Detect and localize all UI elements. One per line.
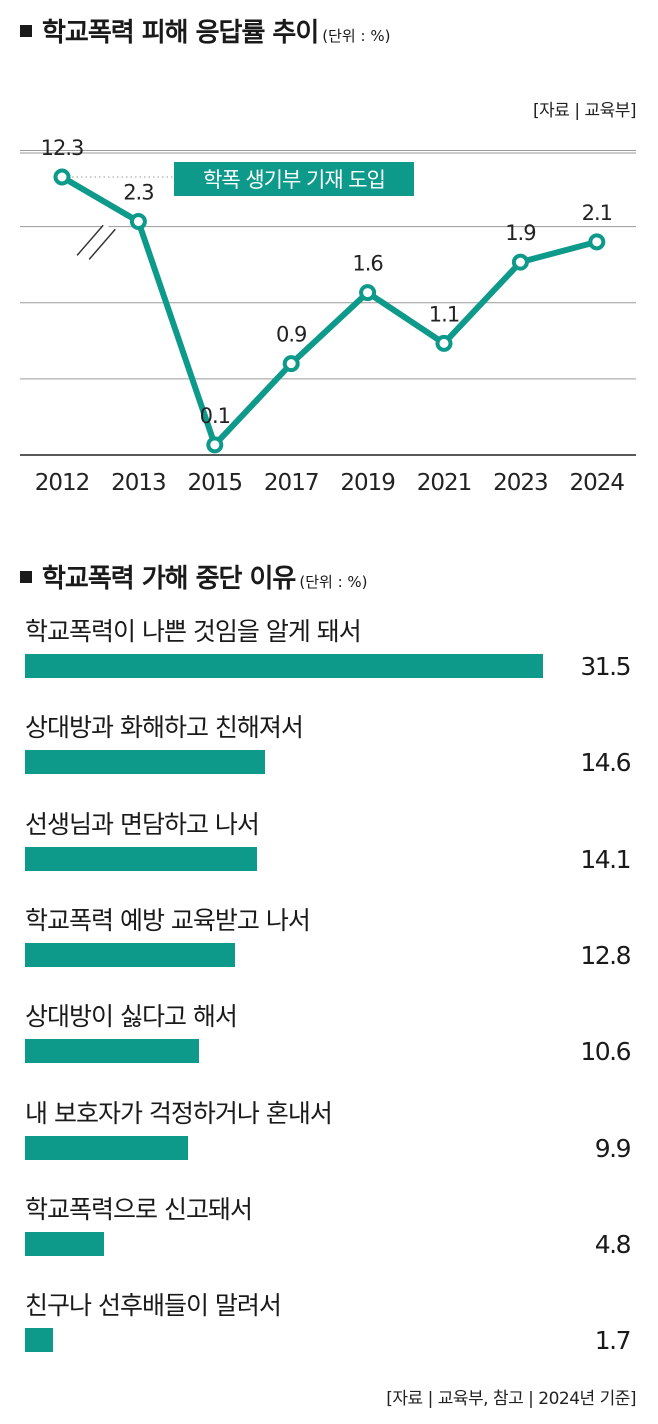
bar-label: 친구나 선후배들이 말려서 xyxy=(25,1291,282,1321)
annotation-box xyxy=(174,162,414,196)
bar-value-label: 14.6 xyxy=(580,748,631,778)
bar xyxy=(25,1135,188,1160)
bar xyxy=(25,846,257,871)
data-point xyxy=(282,355,300,373)
bar-value-label: 14.1 xyxy=(580,844,631,874)
data-value-label: 1.6 xyxy=(352,252,383,276)
bar xyxy=(25,942,236,967)
bar-value-label: 4.8 xyxy=(594,1229,632,1259)
bar xyxy=(25,750,266,775)
data-value-label: 2.1 xyxy=(582,201,612,225)
data-value-label: 12.3 xyxy=(41,136,84,160)
bar-label: 학교폭력이 나쁜 것임을 알게 돼서 xyxy=(25,617,362,646)
bar-chart-title-text: 학교폭력 가해 중단 이유 xyxy=(42,564,296,594)
bar-row: 학교폭력 예방 교육받고 나서 12.8 xyxy=(25,901,640,991)
axis-break-mark xyxy=(76,224,104,256)
data-point xyxy=(206,436,224,454)
data-point xyxy=(435,334,453,352)
line-chart-source: [자료 | 교육부] xyxy=(533,101,637,121)
series-line xyxy=(59,174,600,448)
line-chart-title: 학교폭력 피해 응답률 추이 (단위 : %) xyxy=(20,12,390,49)
bar-chart-title: 학교폭력 가해 중단 이유 (단위 : %) xyxy=(20,558,368,595)
bullet-square-icon xyxy=(20,570,32,583)
x-tick-label: 2015 xyxy=(188,470,243,496)
data-value-label: 0.1 xyxy=(200,404,230,428)
x-tick-label: 2017 xyxy=(264,470,319,496)
bar-value-label: 10.6 xyxy=(580,1037,631,1067)
bar xyxy=(25,1231,104,1256)
data-point xyxy=(359,284,377,302)
x-tick-label: 2013 xyxy=(111,470,166,496)
bar-label: 학교폭력으로 신고돼서 xyxy=(25,1194,253,1224)
x-tick-label: 2012 xyxy=(35,470,90,496)
bar-row: 친구나 선후배들이 말려서 1.7 xyxy=(25,1286,640,1376)
x-tick-label: 2024 xyxy=(570,470,625,496)
bar-value-label: 1.7 xyxy=(594,1326,632,1356)
line-chart-title-text: 학교폭력 피해 응답률 추이 xyxy=(42,18,319,48)
bar xyxy=(25,1039,200,1064)
bar-row: 내 보호자가 걱정하거나 혼내서 9.9 xyxy=(25,1094,640,1184)
bar-value-label: 31.5 xyxy=(580,652,631,681)
data-value-label: 2.3 xyxy=(123,181,153,205)
bar-value-label: 9.9 xyxy=(594,1133,632,1163)
bar-row: 상대방과 화해하고 친해져서 14.6 xyxy=(25,708,640,798)
data-point xyxy=(129,213,147,231)
bar-label: 내 보호자가 걱정하거나 혼내서 xyxy=(25,1098,333,1128)
data-value-label: 1.1 xyxy=(429,302,459,326)
x-tick-label: 2023 xyxy=(493,470,548,496)
line-chart: 12.3 2012 2.3 2013 0.1 2015 0.9 2017 1.6 2019 1.1 2… xyxy=(20,136,636,496)
annotation-text: 학폭 생기부 기재 도입 xyxy=(203,168,385,192)
bar-row: 선생님과 면담하고 나서 14.1 xyxy=(25,805,640,895)
bullet-square-icon xyxy=(20,24,32,37)
bar-row: 상대방이 싫다고 해서 10.6 xyxy=(25,997,640,1087)
data-point xyxy=(588,233,606,251)
bar-row: 학교폭력으로 신고돼서 4.8 xyxy=(25,1190,640,1280)
data-value-label: 1.9 xyxy=(505,221,535,245)
data-value-label: 0.9 xyxy=(276,323,306,347)
bar-value-label: 12.8 xyxy=(580,940,631,970)
x-tick-label: 2019 xyxy=(340,470,395,496)
bar-chart-source: [자료 | 교육부, 참고 | 2024년 기준] xyxy=(386,1389,636,1409)
bar-label: 상대방과 화해하고 친해져서 xyxy=(25,713,304,743)
bar xyxy=(25,1328,53,1353)
data-point xyxy=(53,168,71,186)
axis-break-gap xyxy=(79,223,114,262)
x-tick-label: 2021 xyxy=(417,470,472,496)
axis-break-mark xyxy=(88,228,116,260)
bar xyxy=(25,654,543,678)
bar-label: 선생님과 면담하고 나서 xyxy=(25,809,260,839)
bar-chart-unit: (단위 : %) xyxy=(299,573,368,591)
line-chart-unit: (단위 : %) xyxy=(322,27,391,45)
bar-row: 학교폭력이 나쁜 것임을 알게 돼서 31.5 xyxy=(25,612,640,702)
bar-label: 학교폭력 예방 교육받고 나서 xyxy=(25,905,311,935)
data-point xyxy=(511,253,529,271)
bar-label: 상대방이 싫다고 해서 xyxy=(25,1002,238,1032)
